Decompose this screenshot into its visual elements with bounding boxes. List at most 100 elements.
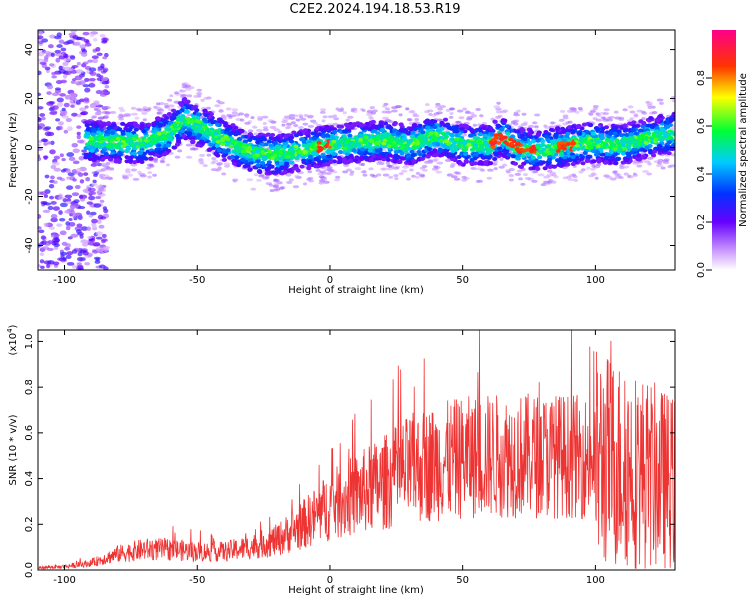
heat-cell (215, 153, 221, 158)
heat-cell (646, 156, 654, 160)
heat-cell (46, 247, 54, 251)
heat-cell (165, 163, 171, 167)
heat-cell (284, 161, 290, 166)
heat-cell (40, 200, 48, 205)
heat-cell (214, 104, 221, 108)
heat-cell (92, 179, 97, 184)
heat-cell (528, 134, 534, 139)
heat-cell (190, 140, 196, 145)
heat-cell (105, 121, 112, 126)
heat-cell (94, 155, 100, 160)
heat-cell (105, 111, 111, 115)
heat-cell (646, 103, 653, 107)
heat-cell (72, 160, 80, 165)
heat-cell (566, 175, 572, 179)
heat-cell (577, 131, 583, 136)
heat-cell (106, 167, 114, 171)
heat-cell (547, 157, 553, 162)
heat-cell (449, 137, 454, 142)
heat-cell (77, 172, 84, 177)
heat-cell (98, 187, 105, 192)
heat-cell (408, 110, 415, 114)
heat-cell (86, 120, 92, 125)
heat-cell (381, 157, 387, 162)
heat-cell (92, 224, 97, 229)
heat-cell (469, 157, 475, 162)
heat-cell (496, 101, 501, 105)
heat-cell (401, 169, 408, 173)
heat-cell (50, 201, 57, 205)
heat-cell (283, 164, 289, 169)
heat-cell (479, 114, 484, 118)
heat-cell (461, 178, 468, 182)
heat-cell (535, 166, 541, 171)
heat-cell (171, 145, 178, 150)
heat-cell (107, 157, 114, 162)
heat-cell (55, 57, 61, 63)
heat-cell (327, 154, 333, 159)
heat-cell (371, 154, 377, 159)
heat-cell (347, 115, 354, 119)
heat-cell (577, 106, 583, 110)
heat-cell (58, 193, 63, 198)
heat-cell (550, 121, 555, 125)
heat-cell (435, 170, 442, 174)
heat-cell (304, 146, 310, 151)
heat-cell (148, 156, 154, 161)
heat-cell (536, 161, 542, 166)
heat-cell (420, 130, 426, 135)
heat-cell (597, 139, 602, 144)
heat-cell (41, 38, 49, 43)
heat-cell (431, 167, 439, 171)
heat-cell (574, 144, 580, 148)
heat-cell (456, 154, 462, 159)
heat-cell (292, 185, 300, 189)
heat-cell (78, 194, 84, 200)
heat-cell (153, 138, 159, 143)
heat-cell (197, 159, 204, 163)
heat-cell (247, 145, 252, 150)
heat-cell (66, 126, 73, 132)
heat-cell (585, 154, 591, 159)
heat-cell (99, 33, 106, 38)
heat-cell (43, 50, 51, 55)
heat-cell (220, 115, 228, 119)
heat-cell (85, 127, 91, 132)
heat-cell (508, 137, 514, 142)
heat-cell (266, 153, 272, 157)
heat-cell (38, 143, 41, 147)
heat-cell (65, 210, 71, 214)
heat-cell (224, 164, 231, 168)
heat-cell (59, 251, 68, 256)
heat-cell (277, 156, 283, 161)
heat-cell (43, 260, 52, 265)
heat-cell (252, 136, 258, 141)
heat-cell (517, 169, 523, 173)
heat-cell (578, 153, 584, 158)
heat-cell (89, 148, 95, 153)
heat-cell (622, 147, 628, 151)
heat-cell (58, 65, 63, 71)
heat-cell (215, 122, 221, 127)
heat-cell (82, 250, 89, 256)
heat-cell (91, 55, 99, 60)
heat-cell (649, 136, 654, 141)
heat-cell (464, 111, 471, 115)
heat-cell (492, 119, 498, 124)
heat-cell (487, 168, 494, 172)
heat-cell (130, 106, 137, 110)
heat-cell (392, 155, 399, 160)
heat-cell (137, 151, 143, 156)
heat-cell (124, 123, 130, 128)
heat-cell (104, 155, 110, 160)
heat-cell (333, 178, 341, 182)
heat-cell (43, 155, 48, 160)
heat-cell (165, 143, 172, 148)
heat-cell (371, 128, 378, 133)
heat-cell (555, 149, 561, 153)
heat-cell (368, 157, 374, 162)
heat-cell (516, 150, 522, 154)
heat-cell (648, 150, 654, 155)
heat-cell (53, 155, 61, 160)
heat-cell (391, 122, 398, 127)
